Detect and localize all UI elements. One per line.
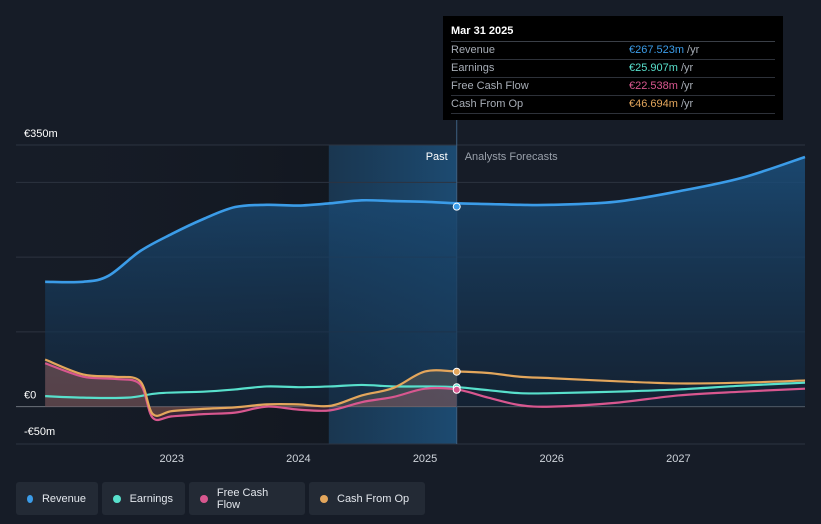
tooltip-unit: /yr <box>687 44 700 56</box>
y-tick-label: -€50m <box>24 426 55 438</box>
tooltip-date: Mar 31 2025 <box>451 23 775 42</box>
legend-label: Revenue <box>41 492 86 505</box>
tooltip-row-cash-from-op: Cash From Op €46.694m /yr <box>451 96 775 114</box>
legend-item-earnings[interactable]: Earnings <box>102 482 185 515</box>
legend-label: Free Cash Flow <box>216 486 269 511</box>
revenue-line <box>45 155 806 284</box>
legend-item-free-cash-flow[interactable]: Free Cash Flow <box>189 482 305 515</box>
cash-from-op-area <box>45 359 457 416</box>
legend-dot-icon <box>113 494 121 503</box>
tooltip-value: €267.523m <box>629 44 685 56</box>
legend-item-cash-from-op[interactable]: Cash From Op <box>309 482 425 515</box>
cash-from-op-highlight-point <box>452 367 461 376</box>
tooltip-value: €22.538m <box>629 80 678 92</box>
tooltip-value: €25.907m <box>629 62 678 74</box>
tooltip: Mar 31 2025 Revenue €267.523m /yr Earnin… <box>443 16 783 120</box>
legend-dot-icon <box>27 494 33 503</box>
legend-label: Cash From Op <box>337 492 410 505</box>
x-tick-label: 2026 <box>539 453 563 465</box>
earnings-line <box>45 381 806 400</box>
forecast-label: Analysts Forecasts <box>465 151 558 163</box>
legend-label: Earnings <box>129 492 173 505</box>
tooltip-unit: /yr <box>680 98 694 110</box>
x-tick-label: 2024 <box>286 453 310 465</box>
x-tick-label: 2025 <box>413 453 437 465</box>
tooltip-unit: /yr <box>680 80 694 92</box>
tooltip-row-earnings: Earnings €25.907m /yr <box>451 60 775 78</box>
free-cash-flow-area <box>45 363 457 420</box>
x-tick-label: 2027 <box>666 453 690 465</box>
legend: Revenue Earnings Free Cash Flow Cash Fro… <box>16 482 425 515</box>
tooltip-row-free-cash-flow: Free Cash Flow €22.538m /yr <box>451 78 775 96</box>
tooltip-row-revenue: Revenue €267.523m /yr <box>451 42 775 60</box>
tooltip-label: Earnings <box>451 62 495 74</box>
x-tick-label: 2023 <box>160 453 184 465</box>
revenue-highlight-point <box>452 202 461 211</box>
tooltip-label: Revenue <box>451 44 496 56</box>
free-cash-flow-highlight-point <box>452 385 461 394</box>
cash-from-op-line <box>44 358 806 417</box>
tooltip-unit: /yr <box>680 62 694 74</box>
tooltip-label: Free Cash Flow <box>451 80 529 92</box>
legend-dot-icon <box>200 494 208 503</box>
tooltip-label: Cash From Op <box>451 98 524 110</box>
past-label: Past <box>426 151 448 163</box>
revenue-area <box>45 156 805 407</box>
y-tick-label: €0 <box>24 390 36 402</box>
tooltip-value: €46.694m <box>629 98 678 110</box>
legend-dot-icon <box>320 494 328 503</box>
y-tick-label: €350m <box>24 128 58 140</box>
legend-item-revenue[interactable]: Revenue <box>16 482 98 515</box>
